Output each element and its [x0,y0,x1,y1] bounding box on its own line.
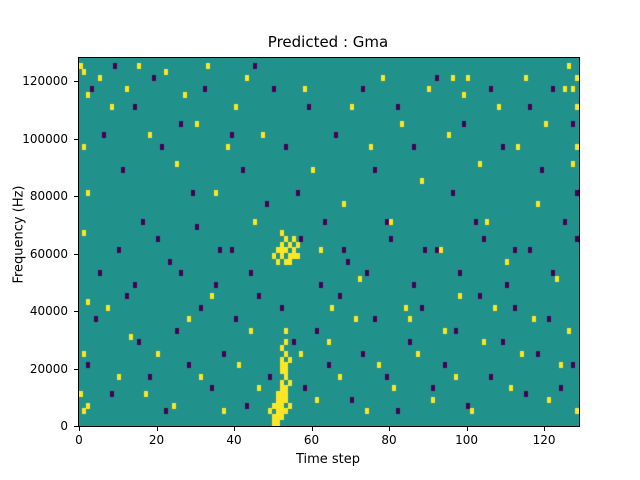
x-tick-mark [389,427,391,431]
y-tick-mark [74,196,78,197]
y-tick-mark [74,138,78,140]
x-tick-label: 60 [303,433,320,447]
x-axis-label: Time step [295,452,361,467]
y-tick-label: 120000 [22,74,68,88]
x-tick-mark [544,427,546,431]
y-tick-label: 0 [60,419,68,433]
x-tick-mark [79,427,80,431]
x-tick-mark [311,427,313,431]
y-tick-label: 40000 [29,304,68,318]
x-tick-mark [466,427,468,431]
y-tick-label: 20000 [29,361,68,376]
x-tick-label: 20 [148,433,165,447]
y-tick-label: 80000 [29,189,68,203]
heatmap-canvas [79,58,579,426]
y-tick-mark [74,311,78,312]
y-tick-mark [74,253,78,255]
x-tick-label: 0 [75,433,83,447]
plot-area [78,57,580,427]
x-tick-label: 80 [381,433,397,447]
x-tick-label: 120 [532,433,556,447]
x-tick-label: 40 [226,433,242,447]
x-tick-mark [156,427,158,431]
chart-title: Predicted : Gma [267,33,389,51]
y-tick-mark [74,368,78,370]
y-tick-label: 60000 [29,246,68,261]
y-tick-label: 100000 [22,131,68,146]
x-tick-mark [234,427,236,431]
y-tick-mark [74,426,78,427]
y-tick-mark [74,81,78,82]
x-tick-label: 100 [455,433,479,447]
